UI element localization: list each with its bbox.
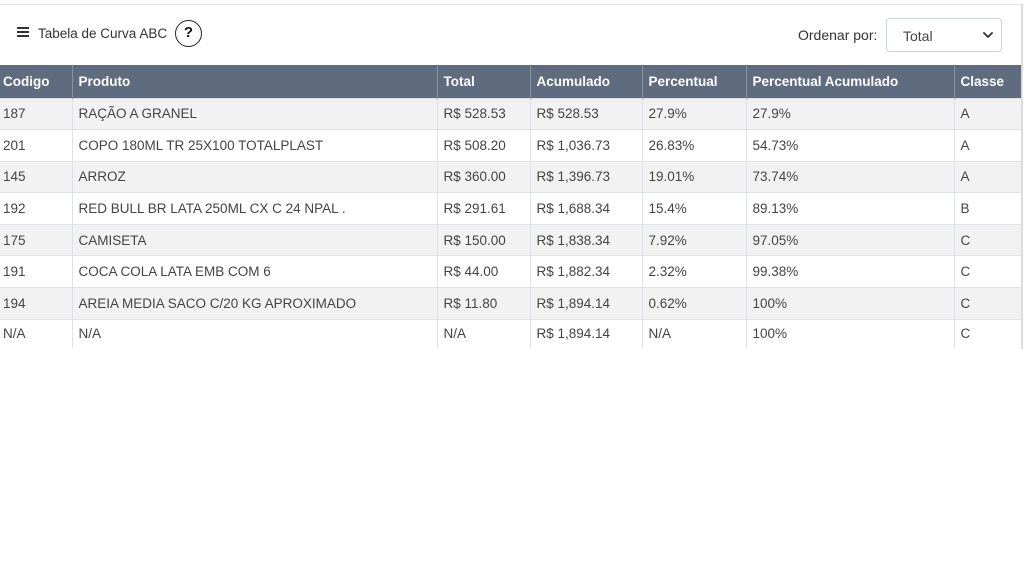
table-row: 187 RAÇÃO A GRANEL R$ 528.53 R$ 528.53 2… bbox=[0, 97, 1021, 130]
cell-total: R$ 150.00 bbox=[436, 223, 530, 256]
cell-percentual-acumulado: 100% bbox=[745, 287, 954, 320]
cell-acumulado: R$ 1,838.34 bbox=[529, 223, 642, 256]
column-header-classe[interactable]: Classe bbox=[953, 65, 1021, 98]
table-row: 201 COPO 180ML TR 25X100 TOTALPLAST R$ 5… bbox=[0, 129, 1021, 162]
cell-total: R$ 508.20 bbox=[436, 129, 530, 162]
cell-total: R$ 291.61 bbox=[436, 192, 530, 225]
sort-select[interactable]: Total bbox=[886, 18, 1002, 52]
cell-codigo: 191 bbox=[0, 255, 72, 288]
cell-classe: C bbox=[953, 287, 1021, 320]
chevron-down-icon bbox=[983, 32, 993, 38]
cell-total: R$ 360.00 bbox=[436, 160, 530, 193]
table-row: 192 RED BULL BR LATA 250ML CX C 24 NPAL … bbox=[0, 192, 1021, 225]
cell-classe: B bbox=[953, 192, 1021, 225]
cell-percentual-acumulado: 73.74% bbox=[745, 160, 954, 193]
table-row: 194 AREIA MEDIA SACO C/20 KG APROXIMADO … bbox=[0, 287, 1021, 320]
column-header-percentual[interactable]: Percentual bbox=[641, 65, 746, 98]
cell-codigo: N/A bbox=[0, 318, 72, 349]
cell-percentual: 2.32% bbox=[641, 255, 746, 288]
cell-total: R$ 11.80 bbox=[436, 287, 530, 320]
cell-classe: C bbox=[953, 223, 1021, 256]
cell-acumulado: R$ 1,894.14 bbox=[529, 318, 642, 349]
table-row: 145 ARROZ R$ 360.00 R$ 1,396.73 19.01% 7… bbox=[0, 160, 1021, 193]
cell-acumulado: R$ 528.53 bbox=[529, 97, 642, 130]
cell-percentual-acumulado: 89.13% bbox=[745, 192, 954, 225]
cell-produto: CAMISETA bbox=[71, 223, 437, 256]
cell-classe: A bbox=[953, 160, 1021, 193]
cell-codigo: 175 bbox=[0, 223, 72, 256]
cell-percentual-acumulado: 54.73% bbox=[745, 129, 954, 162]
column-header-acumulado[interactable]: Acumulado bbox=[529, 65, 642, 98]
cell-codigo: 187 bbox=[0, 97, 72, 130]
page-title: Tabela de Curva ABC bbox=[38, 26, 168, 41]
table-row: N/A N/A N/A R$ 1,894.14 N/A 100% C bbox=[0, 318, 1021, 349]
cell-classe: A bbox=[953, 97, 1021, 130]
table-row: 191 COCA COLA LATA EMB COM 6 R$ 44.00 R$… bbox=[0, 255, 1021, 288]
help-button[interactable]: ? bbox=[175, 20, 202, 47]
cell-codigo: 194 bbox=[0, 287, 72, 320]
abc-table: Codigo Produto Total Acumulado Percentua… bbox=[0, 65, 1021, 349]
panel-header: Tabela de Curva ABC ? Ordenar por: Total bbox=[0, 5, 1021, 65]
cell-produto: COCA COLA LATA EMB COM 6 bbox=[71, 255, 437, 288]
cell-produto: N/A bbox=[71, 318, 437, 349]
cell-classe: C bbox=[953, 318, 1021, 349]
cell-produto: AREIA MEDIA SACO C/20 KG APROXIMADO bbox=[71, 287, 437, 320]
cell-produto: COPO 180ML TR 25X100 TOTALPLAST bbox=[71, 129, 437, 162]
cell-codigo: 192 bbox=[0, 192, 72, 225]
cell-percentual: 0.62% bbox=[641, 287, 746, 320]
column-header-produto[interactable]: Produto bbox=[71, 65, 437, 98]
cell-classe: C bbox=[953, 255, 1021, 288]
cell-codigo: 145 bbox=[0, 160, 72, 193]
cell-total: R$ 528.53 bbox=[436, 97, 530, 130]
top-divider bbox=[0, 4, 1021, 5]
cell-total: R$ 44.00 bbox=[436, 255, 530, 288]
column-header-percentual-acumulado[interactable]: Percentual Acumulado bbox=[745, 65, 954, 98]
cell-produto: ARROZ bbox=[71, 160, 437, 193]
column-header-codigo[interactable]: Codigo bbox=[0, 65, 72, 98]
sort-label: Ordenar por: bbox=[798, 27, 878, 43]
cell-codigo: 201 bbox=[0, 129, 72, 162]
panel-right-border bbox=[1021, 4, 1023, 349]
cell-percentual: 15.4% bbox=[641, 192, 746, 225]
cell-acumulado: R$ 1,688.34 bbox=[529, 192, 642, 225]
cell-acumulado: R$ 1,882.34 bbox=[529, 255, 642, 288]
cell-percentual: 27.9% bbox=[641, 97, 746, 130]
cell-percentual-acumulado: 97.05% bbox=[745, 223, 954, 256]
cell-produto: RED BULL BR LATA 250ML CX C 24 NPAL . bbox=[71, 192, 437, 225]
cell-percentual: 26.83% bbox=[641, 129, 746, 162]
column-header-total[interactable]: Total bbox=[436, 65, 530, 98]
cell-acumulado: R$ 1,396.73 bbox=[529, 160, 642, 193]
cell-percentual: 7.92% bbox=[641, 223, 746, 256]
table-header-row: Codigo Produto Total Acumulado Percentua… bbox=[0, 65, 1021, 98]
cell-percentual: N/A bbox=[641, 318, 746, 349]
cell-acumulado: R$ 1,894.14 bbox=[529, 287, 642, 320]
cell-percentual-acumulado: 27.9% bbox=[745, 97, 954, 130]
cell-total: N/A bbox=[436, 318, 530, 349]
sort-select-value: Total bbox=[903, 28, 933, 44]
cell-percentual-acumulado: 100% bbox=[745, 318, 954, 349]
cell-acumulado: R$ 1,036.73 bbox=[529, 129, 642, 162]
cell-produto: RAÇÃO A GRANEL bbox=[71, 97, 437, 130]
cell-percentual-acumulado: 99.38% bbox=[745, 255, 954, 288]
cell-percentual: 19.01% bbox=[641, 160, 746, 193]
cell-classe: A bbox=[953, 129, 1021, 162]
table-row: 175 CAMISETA R$ 150.00 R$ 1,838.34 7.92%… bbox=[0, 223, 1021, 256]
menu-icon[interactable] bbox=[17, 27, 29, 37]
